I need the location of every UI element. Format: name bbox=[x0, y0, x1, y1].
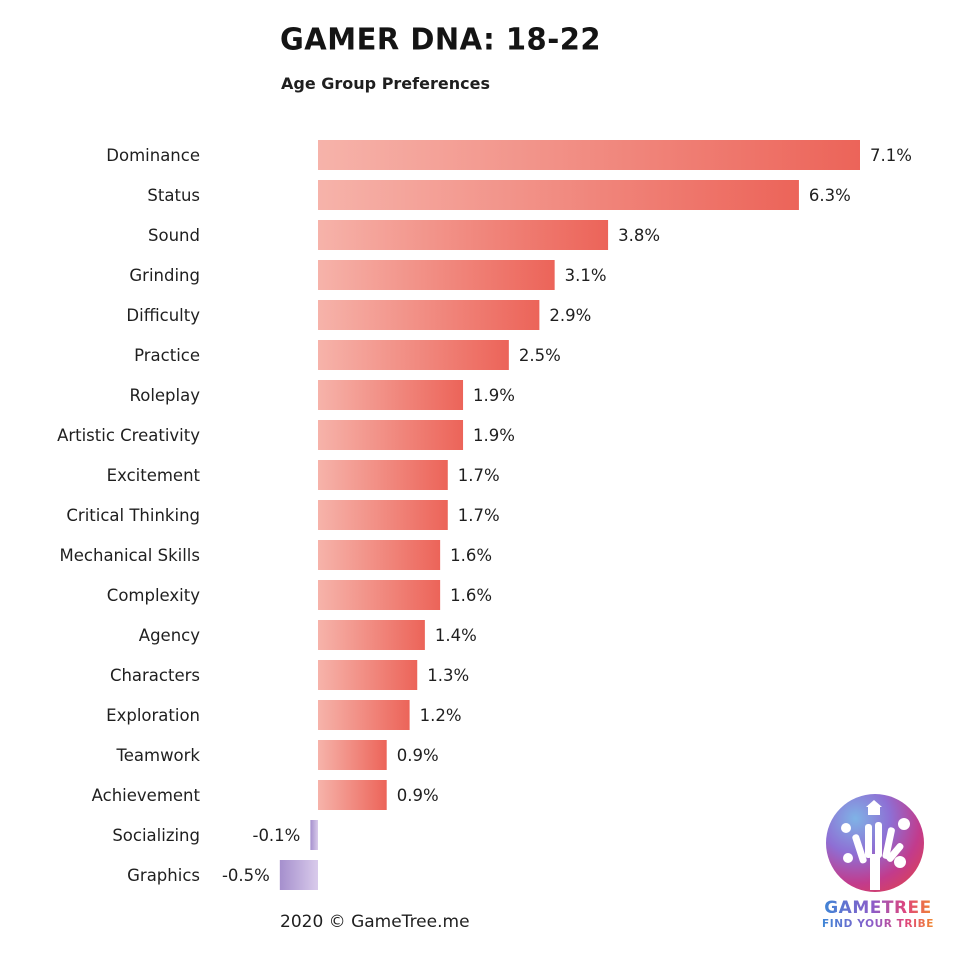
value-label: 1.4% bbox=[435, 626, 477, 645]
bar-exploration bbox=[318, 700, 410, 730]
category-label: Status bbox=[147, 186, 200, 205]
chart-title: GAMER DNA: 18-22 bbox=[280, 21, 602, 57]
value-label: 1.6% bbox=[450, 546, 492, 565]
value-label: 0.9% bbox=[397, 746, 439, 765]
category-label: Practice bbox=[134, 346, 200, 365]
category-label: Artistic Creativity bbox=[57, 426, 200, 445]
category-label: Agency bbox=[139, 626, 200, 645]
logo-wordmark: GAMETREE bbox=[822, 898, 934, 918]
bar-roleplay bbox=[318, 380, 464, 410]
bar-excitement bbox=[318, 460, 448, 490]
value-label: 3.1% bbox=[565, 266, 607, 285]
category-label: Characters bbox=[110, 666, 200, 685]
bar-achievement bbox=[318, 780, 387, 810]
category-label: Achievement bbox=[92, 786, 201, 805]
value-label: 6.3% bbox=[809, 186, 851, 205]
category-label: Graphics bbox=[127, 866, 200, 885]
category-label: Socializing bbox=[112, 826, 200, 845]
value-label: 1.6% bbox=[450, 586, 492, 605]
category-label: Excitement bbox=[107, 466, 201, 485]
value-label: 1.2% bbox=[420, 706, 462, 725]
bar-teamwork bbox=[318, 740, 387, 770]
gametree-logo[interactable]: GAMETREE FIND YOUR TRIBE bbox=[816, 790, 936, 940]
value-label: 0.9% bbox=[397, 786, 439, 805]
bar-graphics bbox=[279, 860, 318, 890]
bar-status bbox=[318, 180, 799, 210]
bar-critical-thinking bbox=[318, 500, 448, 530]
chart-subtitle: Age Group Preferences bbox=[281, 74, 490, 93]
bar-agency bbox=[318, 620, 425, 650]
value-label: 1.9% bbox=[473, 426, 515, 445]
copyright-footer: 2020 © GameTree.me bbox=[280, 912, 470, 932]
bar-sound bbox=[318, 220, 609, 250]
category-label: Teamwork bbox=[115, 746, 200, 765]
logo-tagline: FIND YOUR TRIBE bbox=[822, 918, 934, 930]
value-label: 2.5% bbox=[519, 346, 561, 365]
value-label: 1.7% bbox=[458, 506, 500, 525]
value-label: 1.3% bbox=[427, 666, 469, 685]
bar-complexity bbox=[318, 580, 441, 610]
value-label: 1.7% bbox=[458, 466, 500, 485]
category-label: Grinding bbox=[129, 266, 200, 285]
bar-grinding bbox=[318, 260, 555, 290]
value-label: 1.9% bbox=[473, 386, 515, 405]
category-label: Complexity bbox=[107, 586, 200, 605]
category-label: Exploration bbox=[106, 706, 200, 725]
category-label: Mechanical Skills bbox=[60, 546, 200, 565]
category-label: Critical Thinking bbox=[66, 506, 200, 525]
bar-difficulty bbox=[318, 300, 540, 330]
value-label: -0.1% bbox=[252, 826, 300, 845]
bar-practice bbox=[318, 340, 509, 370]
hand-tree-icon bbox=[826, 794, 924, 892]
bar-characters bbox=[318, 660, 418, 690]
bar-artistic-creativity bbox=[318, 420, 464, 450]
bar-socializing bbox=[310, 820, 318, 850]
value-label: 3.8% bbox=[618, 226, 660, 245]
value-label: -0.5% bbox=[222, 866, 270, 885]
bar-dominance bbox=[318, 140, 860, 170]
category-label: Sound bbox=[148, 226, 200, 245]
category-label: Difficulty bbox=[126, 306, 200, 325]
value-label: 7.1% bbox=[870, 146, 912, 165]
category-label: Dominance bbox=[106, 146, 200, 165]
category-label: Roleplay bbox=[130, 386, 201, 405]
bar-mechanical-skills bbox=[318, 540, 441, 570]
value-label: 2.9% bbox=[549, 306, 591, 325]
